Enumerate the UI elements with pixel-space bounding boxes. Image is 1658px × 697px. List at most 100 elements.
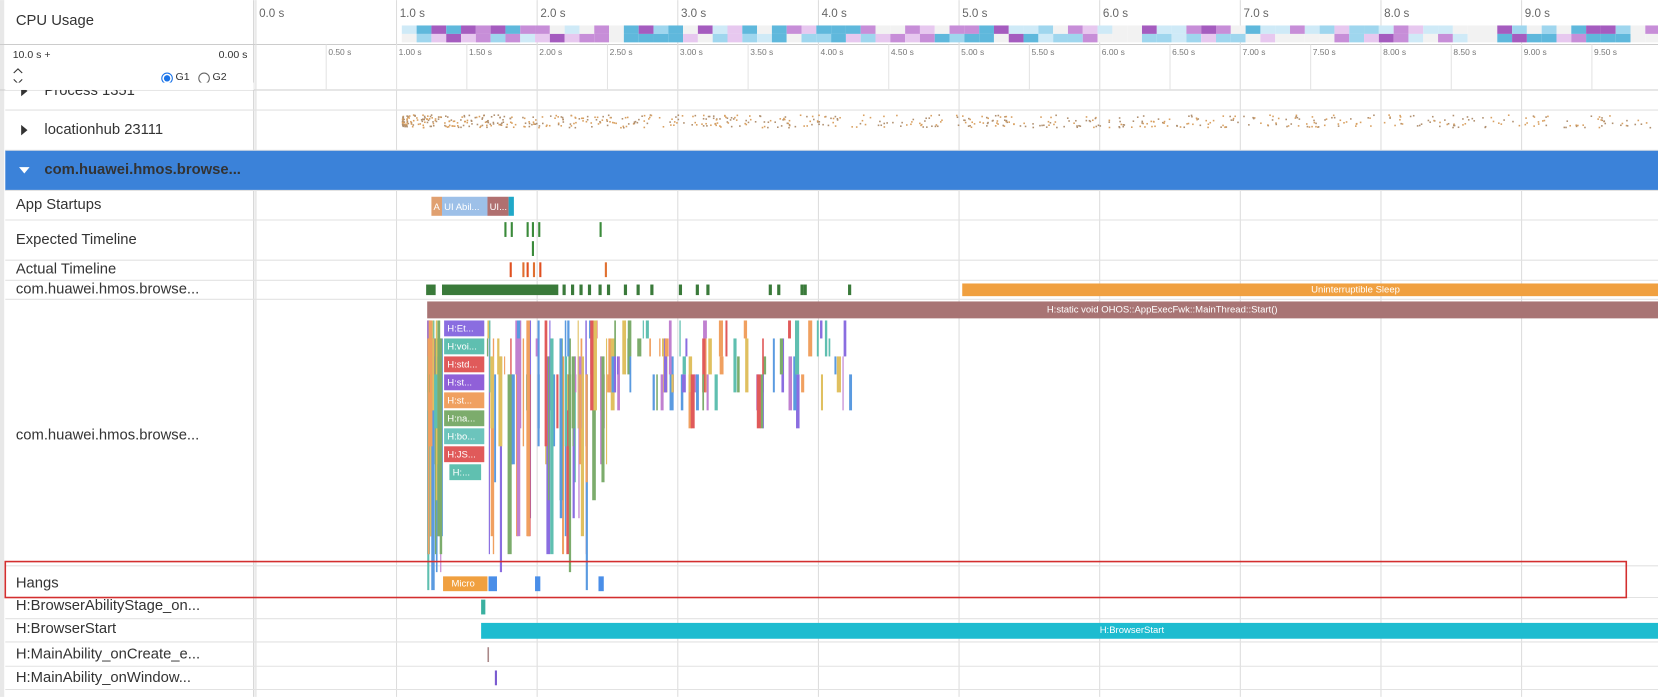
activity-dot [673, 124, 675, 127]
activity-dot [799, 114, 802, 117]
call-slice [656, 374, 658, 411]
activity-dot [407, 116, 409, 119]
activity-dot [851, 126, 853, 128]
radio-g2[interactable] [198, 72, 210, 85]
activity-dot [1088, 119, 1091, 122]
activity-dot [1076, 126, 1079, 129]
ruler-label: 1.0 s [400, 7, 425, 20]
activity-dot [557, 123, 560, 126]
activity-dot [532, 121, 535, 123]
cpu-cell [801, 33, 817, 43]
call-slice [567, 320, 570, 357]
activity-dot [403, 118, 405, 121]
activity-dot [1306, 125, 1309, 128]
activity-dot [1006, 121, 1009, 124]
activity-dot [1545, 124, 1548, 127]
cpu-cell [875, 33, 891, 43]
activity-dot [1439, 125, 1441, 128]
activity-dot [754, 121, 757, 123]
activity-dot [725, 116, 727, 119]
cpu-cell [1556, 33, 1572, 43]
activity-dot [463, 120, 466, 123]
call-slice [828, 338, 831, 357]
call-slice [516, 320, 521, 537]
activity-dot [877, 124, 880, 127]
cpu-cell [1171, 33, 1187, 43]
activity-dot [1019, 125, 1022, 127]
stack-slice [444, 410, 485, 427]
activity-dot [1139, 125, 1142, 128]
activity-dot [1343, 122, 1345, 124]
activity-dot [1525, 117, 1527, 119]
stack-slice [449, 464, 482, 481]
cpu-cell [1290, 25, 1305, 34]
activity-dot [414, 114, 416, 117]
activity-dot [1394, 124, 1396, 127]
activity-dot [481, 118, 483, 120]
activity-dot [670, 124, 672, 126]
cpu-cell [742, 33, 758, 43]
activity-dot [615, 122, 617, 125]
activity-dot [818, 123, 820, 126]
collapse-icon[interactable] [13, 68, 23, 74]
activity-dot [446, 116, 449, 118]
cpu-cell [1541, 25, 1557, 34]
activity-dot [1195, 117, 1198, 120]
activity-dot [599, 120, 601, 123]
activity-dot [1191, 115, 1193, 118]
cpu-cell [1482, 33, 1498, 43]
expand-toggle[interactable] [19, 167, 30, 174]
activity-dot [1590, 115, 1593, 118]
activity-dot [816, 121, 819, 123]
call-slice [579, 374, 582, 465]
call-slice [515, 320, 518, 375]
activity-dot [1207, 126, 1209, 129]
activity-dot [1297, 125, 1300, 127]
activity-dot [475, 116, 478, 119]
activity-dot [783, 118, 786, 121]
row-label: Expected Timeline [16, 232, 137, 248]
expand-toggle[interactable] [21, 124, 28, 136]
activity-dot [486, 126, 488, 129]
cpu-cell [1512, 25, 1527, 34]
cpu-cell [1141, 33, 1157, 43]
activity-dot [586, 115, 589, 118]
activity-dot [1234, 115, 1236, 118]
call-slice [613, 356, 617, 393]
activity-dot [1498, 122, 1500, 124]
activity-dot [783, 117, 785, 120]
activity-dot [712, 117, 715, 120]
activity-dot [466, 119, 469, 122]
call-slice [590, 320, 594, 411]
cpu-cell [1260, 33, 1276, 43]
call-slice [679, 320, 681, 357]
activity-dot [1056, 126, 1058, 129]
activity-dot [595, 118, 598, 121]
activity-dot [1066, 117, 1069, 119]
call-slice [733, 338, 737, 393]
activity-dot [818, 121, 821, 123]
activity-dot [1640, 123, 1643, 125]
cpu-cell [609, 25, 624, 34]
activity-dot [1453, 123, 1455, 126]
activity-dot [445, 125, 447, 128]
call-slice [696, 374, 699, 411]
activity-dot [809, 120, 812, 123]
activity-dot [930, 114, 933, 117]
activity-dot [1464, 122, 1467, 125]
activity-dot [701, 123, 703, 125]
call-slice [572, 374, 575, 519]
activity-dot [432, 124, 435, 127]
ruler-label: 2.50 s [610, 47, 633, 57]
activity-dot [1603, 120, 1606, 122]
activity-dot [446, 126, 449, 128]
cpu-cell [919, 25, 935, 34]
call-slice [580, 356, 585, 537]
call-slice [834, 356, 837, 375]
thread-state [579, 284, 583, 296]
activity-dot [533, 123, 536, 125]
cpu-cell [1349, 33, 1365, 43]
activity-dot [1315, 125, 1317, 128]
thread-state [800, 284, 804, 296]
activity-dot [405, 125, 407, 127]
